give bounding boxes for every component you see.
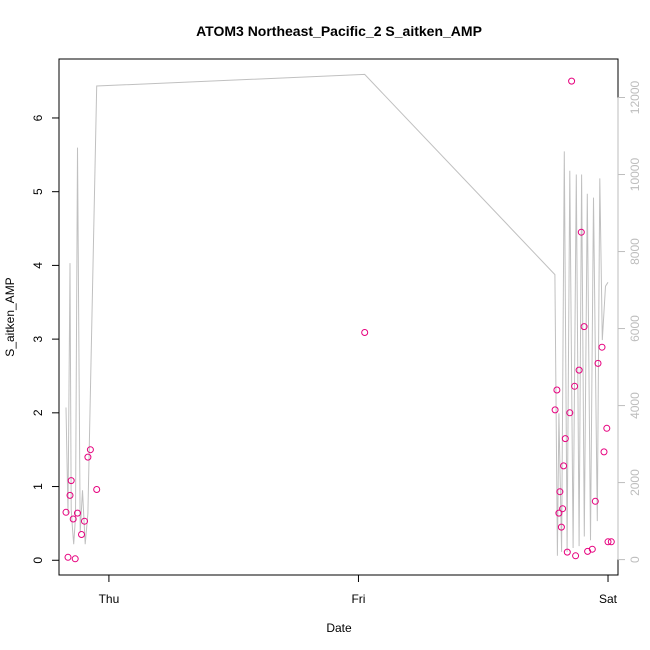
y-left-tick-label: 2 (31, 409, 45, 416)
data-point (71, 555, 79, 563)
data-point (572, 552, 580, 560)
data-point (551, 406, 559, 414)
y-right-tick-label: 4000 (628, 392, 642, 419)
y-right-tick-label: 6000 (628, 315, 642, 342)
data-point (557, 523, 565, 531)
data-point (580, 323, 588, 331)
y-left-tick-label: 0 (31, 557, 45, 564)
data-point (598, 343, 606, 351)
y-left-tick-label: 5 (31, 188, 45, 195)
y-axis-label: S_aitken_AMP (3, 277, 17, 356)
y-left-tick-label: 3 (31, 335, 45, 342)
data-point (575, 366, 583, 374)
data-point (84, 453, 92, 461)
data-point (577, 228, 585, 236)
data-point (568, 77, 576, 85)
data-point (559, 505, 567, 513)
y-right-tick-label: 12000 (628, 80, 642, 114)
y-right-tick-label: 0 (628, 556, 642, 563)
y-right-tick-label: 8000 (628, 238, 642, 265)
data-point (591, 497, 599, 505)
plot-frame (58, 58, 619, 576)
y-left-tick-label: 4 (31, 262, 45, 269)
data-point (600, 448, 608, 456)
data-point (67, 477, 75, 485)
x-tick-label: Thu (99, 592, 120, 606)
x-tick-label: Fri (351, 592, 365, 606)
data-point (66, 491, 74, 499)
x-tick-label: Sat (599, 592, 618, 606)
y-right-tick-label: 2000 (628, 469, 642, 496)
data-point (556, 488, 564, 496)
y-right-tick-label: 10000 (628, 158, 642, 192)
data-point (361, 329, 369, 336)
data-point (604, 538, 612, 546)
data-point (563, 548, 571, 556)
point-series-layer (62, 77, 615, 563)
data-point (594, 359, 602, 367)
y-axis-left: 0 1 2 3 4 5 6 (31, 114, 60, 564)
data-point (553, 386, 561, 394)
data-point (607, 538, 615, 546)
chart-title: ATOM3 Northeast_Pacific_2 S_aitken_AMP (196, 23, 482, 39)
data-point (74, 509, 81, 517)
data-point (561, 435, 569, 443)
data-point (62, 508, 70, 516)
line-series-layer (65, 73, 609, 556)
data-point (86, 446, 94, 454)
data-point (603, 424, 611, 432)
data-point (64, 553, 72, 561)
y-left-tick-label: 1 (31, 483, 45, 490)
y-axis-right: 0 2000 4000 6000 8000 10000 12000 (617, 80, 642, 563)
data-point (560, 462, 568, 470)
series-line (65, 73, 609, 556)
data-point (588, 545, 596, 553)
data-point (566, 409, 574, 417)
x-axis-label: Date (326, 621, 352, 635)
data-point (69, 515, 77, 523)
data-point (555, 509, 563, 517)
data-point (93, 486, 101, 493)
data-point (81, 517, 88, 525)
y-left-tick-label: 6 (31, 114, 45, 121)
x-axis: Thu Fri Sat (99, 574, 618, 606)
data-point (78, 531, 85, 538)
data-point (571, 382, 579, 390)
